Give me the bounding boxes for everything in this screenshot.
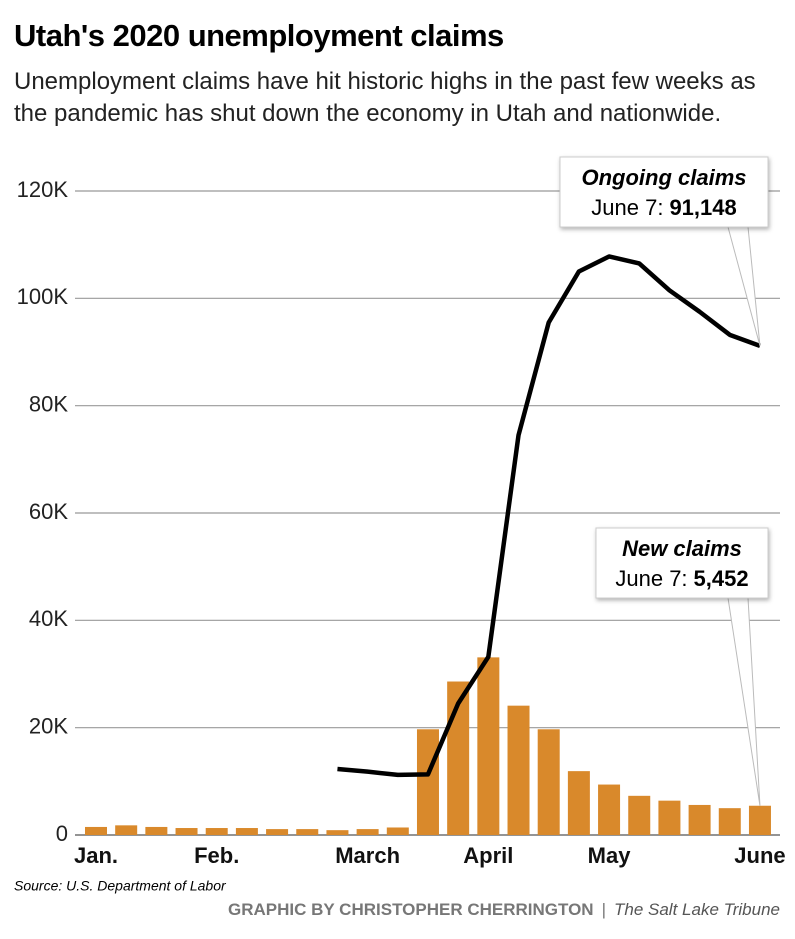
- bar: [85, 826, 107, 835]
- bar: [567, 771, 590, 835]
- annotation: June 7:: [591, 195, 663, 220]
- bar: [748, 805, 771, 835]
- x-tick-label: April: [463, 843, 513, 868]
- callout-box: [595, 527, 769, 599]
- credit-separator: |: [602, 900, 606, 919]
- bar: [326, 830, 349, 835]
- y-tick-label: 60K: [29, 499, 68, 524]
- bar: [356, 829, 379, 835]
- value-label: 91,148: [669, 195, 736, 220]
- x-tick-label: June: [734, 843, 785, 868]
- bar: [598, 784, 621, 835]
- callout-pointer: [727, 597, 761, 806]
- credit-name: GRAPHIC BY CHRISTOPHER CHERRINGTON: [228, 900, 594, 919]
- bar: [628, 795, 651, 835]
- y-tick-label: 0: [56, 821, 68, 846]
- x-tick-label: March: [335, 843, 400, 868]
- bar: [416, 729, 439, 835]
- legend-label: Ongoing claims: [581, 165, 746, 190]
- credit: GRAPHIC BY CHRISTOPHER CHERRINGTON | The S…: [228, 900, 780, 919]
- x-tick-label: Feb.: [194, 843, 239, 868]
- x-tick-label: Jan.: [74, 843, 118, 868]
- bar: [296, 829, 319, 835]
- y-tick-label: 100K: [17, 284, 69, 309]
- bar: [205, 828, 228, 835]
- source: Source: U.S. Department of Labor: [14, 878, 227, 894]
- annotation: June 7:: [615, 566, 687, 591]
- value-label: 5,452: [694, 566, 749, 591]
- bar: [175, 828, 198, 835]
- callout-box: [559, 156, 769, 228]
- publisher: The Salt Lake Tribune: [614, 900, 780, 919]
- callout-pointer: [727, 226, 761, 346]
- callout-text: June 7: 5,452: [615, 566, 748, 591]
- bar: [266, 829, 289, 835]
- x-tick-label: May: [588, 843, 632, 868]
- line: [337, 254, 761, 778]
- bar: [658, 800, 681, 835]
- y-tick-label: 40K: [29, 606, 68, 631]
- bar: [115, 825, 138, 835]
- bar: [718, 808, 741, 835]
- bar: [688, 804, 711, 835]
- chart-subtitle: Unemployment claims have hit historic hi…: [14, 68, 756, 127]
- bar: [235, 828, 258, 835]
- bar: [386, 827, 409, 835]
- callout-text: June 7: 91,148: [591, 195, 736, 220]
- chart-title: Utah's 2020 unemployment claims: [14, 18, 504, 53]
- bar: [537, 729, 560, 835]
- y-tick-label: 80K: [29, 391, 68, 416]
- y-tick-label: 20K: [29, 713, 68, 738]
- bar: [145, 826, 168, 835]
- y-tick-label: 120K: [17, 177, 69, 202]
- legend-label: New claims: [622, 536, 742, 561]
- bar: [477, 657, 500, 835]
- bar: [507, 705, 530, 835]
